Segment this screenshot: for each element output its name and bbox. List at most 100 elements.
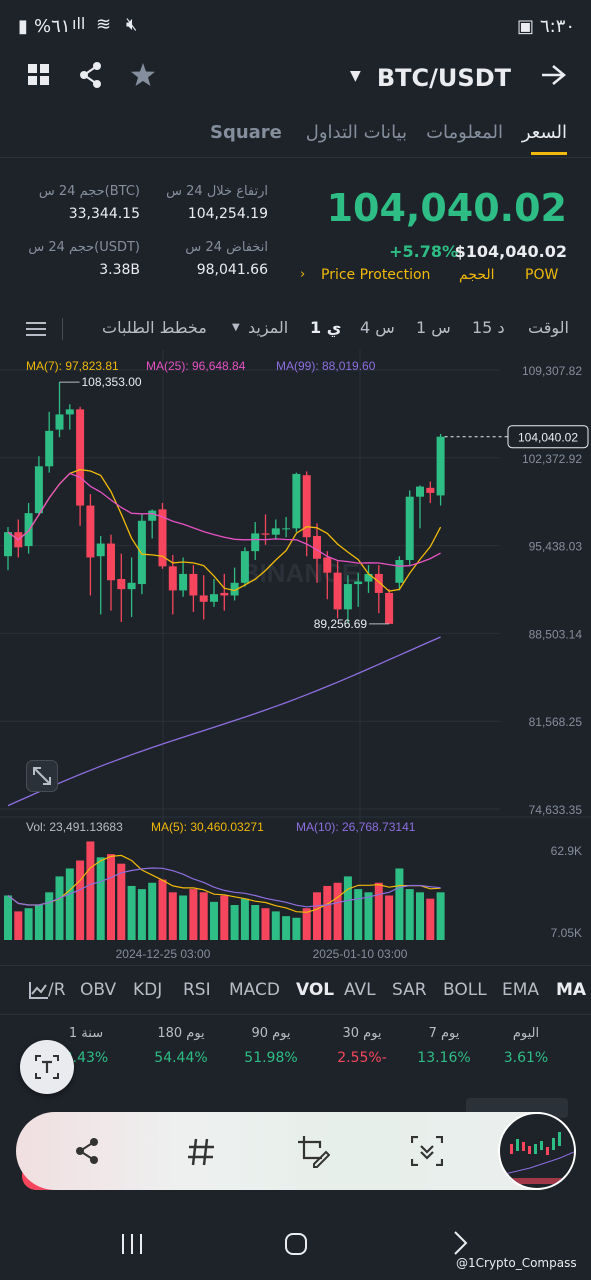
volume-bar [4,895,12,940]
volume-bar [168,892,177,940]
active-tab-indicator [531,152,567,155]
tf-4h[interactable]: 4 س [360,318,395,337]
share-icon[interactable] [74,1137,100,1165]
tf-depth-chart[interactable]: مخطط الطلبات [102,318,207,337]
tf-more[interactable]: المزيد [248,318,289,337]
favorite-star-icon[interactable] [130,62,156,88]
volume-axis-top: 62.9K [551,844,582,858]
tab-bar: السعر المعلومات بيانات التداول Square [0,108,591,158]
candle-body [107,543,115,581]
vol-usdt-label: حجم 24 س(USDT) [28,240,140,255]
scroll-capture-icon[interactable] [411,1136,443,1166]
pair-dropdown-icon[interactable]: ▼ [350,68,361,84]
volume-bar [14,911,23,940]
perf-label-7d: 7 يوم [428,1026,460,1041]
volume-bar [230,905,239,940]
chevron-right-icon: › [300,267,306,282]
volume-bar [220,895,229,940]
tab-trading-data[interactable]: بيانات التداول [305,122,407,143]
screenshot-thumbnail[interactable] [498,1112,576,1190]
ma-legend-1: MA(25): 96,648.84 [146,359,246,373]
price-usd: $104,040.02 [454,242,567,261]
candle-body [313,535,321,559]
tag-pow[interactable]: POW [525,267,559,283]
volume-bar [416,892,424,940]
volume-bar [385,895,394,940]
hashtag-icon[interactable] [186,1137,216,1167]
tab-square[interactable]: Square [210,122,282,143]
tag-volume[interactable]: الحجم [459,267,495,283]
indicator-boll[interactable]: BOLL [443,980,487,1000]
volume-bar [107,854,115,940]
price-axis-tick: 109,307.82 [522,364,582,378]
tf-time[interactable]: الوقت [528,318,569,337]
volume-bar [333,882,342,940]
system-nav-bar: @1Crypto_Compass [0,1220,591,1280]
volume-bar [343,876,352,940]
volume-bar [96,857,105,940]
home-icon[interactable] [284,1232,308,1256]
low-value: 98,041.66 [196,262,268,278]
volume-bar [24,908,33,940]
vol-usdt-value: 3.38B [99,262,140,278]
price-axis-tick: 88,503.14 [529,627,583,641]
indicator-ma[interactable]: MA [556,980,587,1000]
candle-body [230,582,239,596]
ma7-line [7,468,442,592]
volume-bar [179,895,188,940]
volume-bar [292,917,301,940]
tab-info[interactable]: المعلومات [426,122,503,143]
current-price-tag: 104,040.02 [518,431,578,445]
price-axis-tick: 81,568.25 [529,715,583,729]
candle-body [199,595,208,602]
volume-bar [261,908,270,940]
grid-icon[interactable] [28,64,50,86]
indicator-chart-icon[interactable] [28,982,48,1000]
price-chart[interactable]: 109,307.82 102,372.92 95,438.03 88,503.14 81… [0,350,591,965]
share-icon[interactable] [79,62,103,88]
candle-body [333,572,342,610]
indicator-rsi[interactable]: RSI [183,980,211,1000]
candle-body [261,533,270,535]
back-arrow-icon[interactable] [540,64,566,86]
indicator-obv[interactable]: OBV [80,980,117,1000]
indicator-vol[interactable]: VOL [296,980,335,1000]
expand-icon[interactable] [26,760,58,792]
tab-price[interactable]: السعر [521,122,567,143]
candle-body [220,592,229,596]
text-extract-button[interactable] [20,1040,74,1094]
indicator-sar[interactable]: SAR [392,980,427,1000]
candle-body [271,528,280,535]
trading-pair[interactable]: BTC/USDT [376,64,511,92]
candle-body [364,573,373,582]
candle-body [405,496,414,561]
volume-bar [127,885,136,940]
perf-label-30d: 30 يوم [342,1026,382,1041]
tf-1d[interactable]: 1 ي [310,318,342,337]
volume-bar [251,905,260,940]
indicator-kdj[interactable]: KDJ [133,980,163,1000]
chart-settings-icon[interactable] [26,320,46,338]
tag-price-protection[interactable]: Price Protection [321,267,431,283]
volume-legend-2: MA(10): 26,768.73141 [296,820,416,834]
candle-body [374,573,383,593]
perf-value-7d: 13.16% [417,1050,471,1066]
perf-label-180d: 180 يوم [157,1026,205,1041]
indicator-ema[interactable]: EMA [502,980,540,1000]
back-chevron-icon[interactable] [452,1230,470,1256]
vol-btc-label: حجم 24 س(BTC) [38,184,140,199]
indicator-avl[interactable]: AVL [344,980,376,1000]
price-axis-tick: 102,372.92 [522,452,582,466]
volume-bar [86,841,95,940]
candle-body [117,578,126,590]
recent-apps-icon[interactable] [120,1232,144,1256]
candle-body [282,528,291,530]
ma25-line [7,472,441,567]
candle-body [323,557,332,573]
crop-edit-icon[interactable] [296,1134,330,1168]
perf-label-90d: 90 يوم [251,1026,291,1041]
indicator-wr[interactable]: /R [48,980,66,1000]
tf-1h[interactable]: 1 س [416,318,451,337]
indicator-macd[interactable]: MACD [229,980,280,1000]
tf-15m[interactable]: 15 د [472,318,505,337]
